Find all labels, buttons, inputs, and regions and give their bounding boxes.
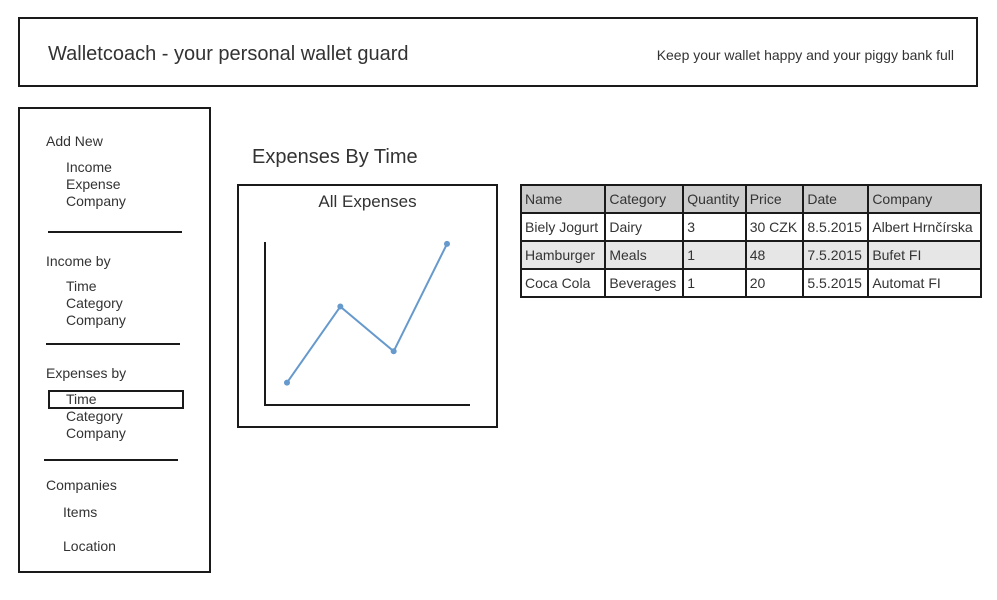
chart-title: All Expenses [318,192,417,211]
column-header[interactable]: Date [802,184,870,214]
sidebar-item-expenses-company[interactable]: Company [66,425,126,441]
divider [46,343,180,345]
sidebar-item-companies-items[interactable]: Items [63,504,98,520]
expenses-table: Name Category Quantity Price Date Compan… [519,184,982,298]
table-cell: Biely Jogurt [519,212,607,242]
data-point [337,303,344,310]
line-chart: All Expenses [237,184,498,428]
sidebar-item-companies-location[interactable]: Location [63,538,116,554]
table-cell: Bufet FI [867,240,982,270]
table-header-row: Name Category Quantity Price Date Compan… [519,184,982,214]
divider [44,459,178,461]
table-cell: Automat FI [867,268,982,298]
table-cell: 1 [682,240,747,270]
sidebar-item-income-category[interactable]: Category [66,295,123,311]
page-title: Expenses By Time [252,146,418,168]
table-row[interactable]: Biely Jogurt Dairy 3 30 CZK 8.5.2015 Alb… [519,212,982,242]
sidebar: Add New Income Expense Company Income by… [18,107,211,573]
table-row[interactable]: Coca Cola Beverages 1 20 5.5.2015 Automa… [519,268,982,298]
table-cell: Meals [604,240,685,270]
table-cell: Dairy [604,212,685,242]
divider [48,231,182,233]
data-point [444,240,450,247]
table-cell: 20 [744,268,805,298]
data-point [390,348,397,355]
section-expenses-by: Expenses by [46,365,127,381]
column-header[interactable]: Category [604,184,685,214]
data-point [284,379,290,386]
table-cell: 5.5.2015 [802,268,870,298]
table-cell: 7.5.2015 [802,240,870,270]
table-cell: Coca Cola [519,268,607,298]
app-tagline: Keep your wallet happy and your piggy ba… [656,47,954,63]
table-cell: Albert Hrnčírska [867,212,982,242]
column-header[interactable]: Price [744,184,805,214]
table-row[interactable]: Hamburger Meals 1 48 7.5.2015 Bufet FI [519,240,982,270]
chart-plot [264,240,470,406]
table-cell: Beverages [604,268,685,298]
column-header[interactable]: Company [867,184,982,214]
section-companies: Companies [46,477,117,493]
sidebar-item-add-expense[interactable]: Expense [66,176,121,192]
sidebar-item-add-income[interactable]: Income [66,159,112,175]
table-cell: 8.5.2015 [802,212,870,242]
section-add-new: Add New [46,133,103,149]
app-header: Walletcoach - your personal wallet guard… [18,17,978,87]
table-cell: 3 [682,212,747,242]
sidebar-item-income-time[interactable]: Time [66,278,97,294]
selected-item-highlight [48,390,184,409]
section-income-by: Income by [46,253,111,269]
table-cell: Hamburger [519,240,607,270]
sidebar-item-expenses-time[interactable]: Time [66,391,97,407]
table-cell: 48 [744,240,805,270]
column-header[interactable]: Quantity [682,184,747,214]
table-cell: 1 [682,268,747,298]
sidebar-item-income-company[interactable]: Company [66,312,126,328]
sidebar-item-expenses-category[interactable]: Category [66,408,123,424]
series-line [286,243,448,384]
sidebar-item-add-company[interactable]: Company [66,193,126,209]
app-title: Walletcoach - your personal wallet guard [48,43,409,65]
column-header[interactable]: Name [519,184,607,214]
table-cell: 30 CZK [744,212,805,242]
